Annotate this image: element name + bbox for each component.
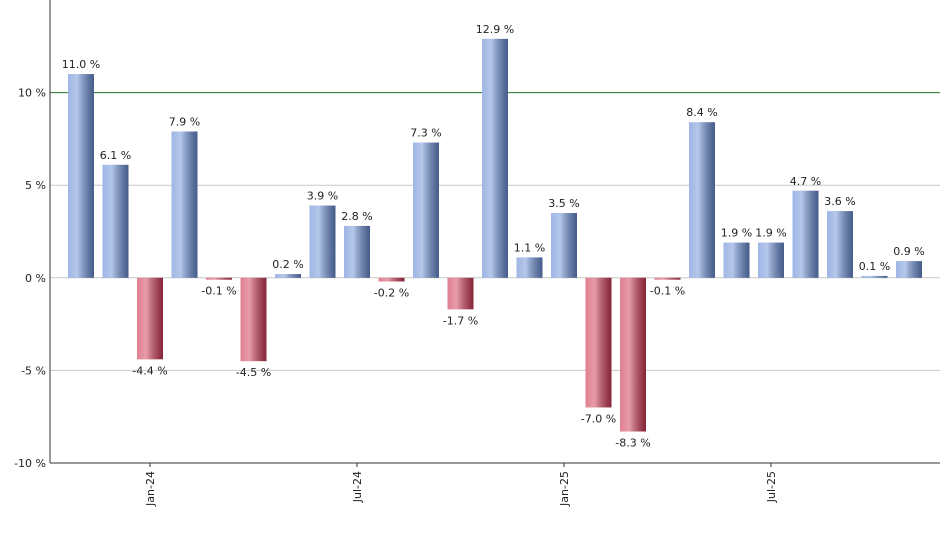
value-label: 8.4 %	[686, 106, 717, 119]
value-label: 3.6 %	[824, 195, 855, 208]
bar-group	[654, 277, 681, 280]
value-label: 0.1 %	[859, 260, 890, 273]
bar-group	[827, 211, 853, 278]
bar-group	[896, 261, 922, 278]
y-tick-label: 5 %	[25, 179, 46, 192]
bar-group	[861, 275, 888, 278]
bar-group	[309, 205, 336, 278]
value-label: 11.0 %	[62, 58, 100, 71]
value-label: -4.4 %	[132, 364, 167, 377]
value-label: -7.0 %	[581, 412, 616, 425]
bar-group	[758, 242, 784, 278]
value-label: -0.1 %	[650, 285, 685, 298]
value-label: 7.3 %	[410, 127, 441, 140]
bar-group	[378, 277, 405, 282]
bar-group	[344, 225, 370, 278]
bar-group	[171, 131, 198, 278]
bar-group	[206, 277, 232, 280]
value-label: -0.2 %	[374, 287, 409, 300]
value-label: 1.1 %	[514, 241, 545, 254]
bar-group	[551, 212, 577, 278]
bar-group	[723, 242, 750, 278]
value-label: -4.5 %	[236, 366, 271, 379]
value-label: -0.1 %	[201, 285, 236, 298]
bar-group	[240, 277, 267, 362]
bar-group	[413, 142, 439, 278]
value-label: 4.7 %	[790, 175, 821, 188]
bar-group	[792, 190, 819, 278]
y-tick-label: 0 %	[25, 272, 46, 285]
y-tick-label: 10 %	[18, 87, 46, 100]
bar-group	[137, 277, 163, 360]
bar-group	[620, 277, 646, 432]
value-label: 3.9 %	[307, 190, 338, 203]
x-tick-label: Jul-25	[765, 471, 778, 503]
bar-group	[275, 274, 301, 278]
bar-group	[516, 257, 543, 278]
value-label: 0.9 %	[893, 245, 924, 258]
value-label: 1.9 %	[721, 227, 752, 240]
bar-group	[102, 164, 129, 278]
x-tick-label: Jul-24	[351, 471, 364, 503]
value-label: 0.2 %	[272, 258, 303, 271]
value-label: 2.8 %	[341, 210, 372, 223]
value-label: 6.1 %	[100, 149, 131, 162]
bar-group	[482, 38, 508, 278]
x-tick-label: Jan-25	[558, 471, 571, 507]
value-label: 12.9 %	[476, 23, 514, 36]
value-label: 7.9 %	[169, 115, 200, 128]
bar-group	[585, 277, 612, 408]
value-label: 3.5 %	[548, 197, 579, 210]
y-tick-label: -10 %	[14, 457, 46, 470]
bar-group	[447, 277, 474, 310]
bar-group	[689, 122, 715, 278]
value-label: 1.9 %	[755, 227, 786, 240]
x-tick-label: Jan-24	[144, 471, 157, 507]
value-label: -1.7 %	[443, 314, 478, 327]
value-label: -8.3 %	[615, 437, 650, 450]
bar-group	[68, 74, 94, 278]
y-tick-label: -5 %	[21, 364, 46, 377]
